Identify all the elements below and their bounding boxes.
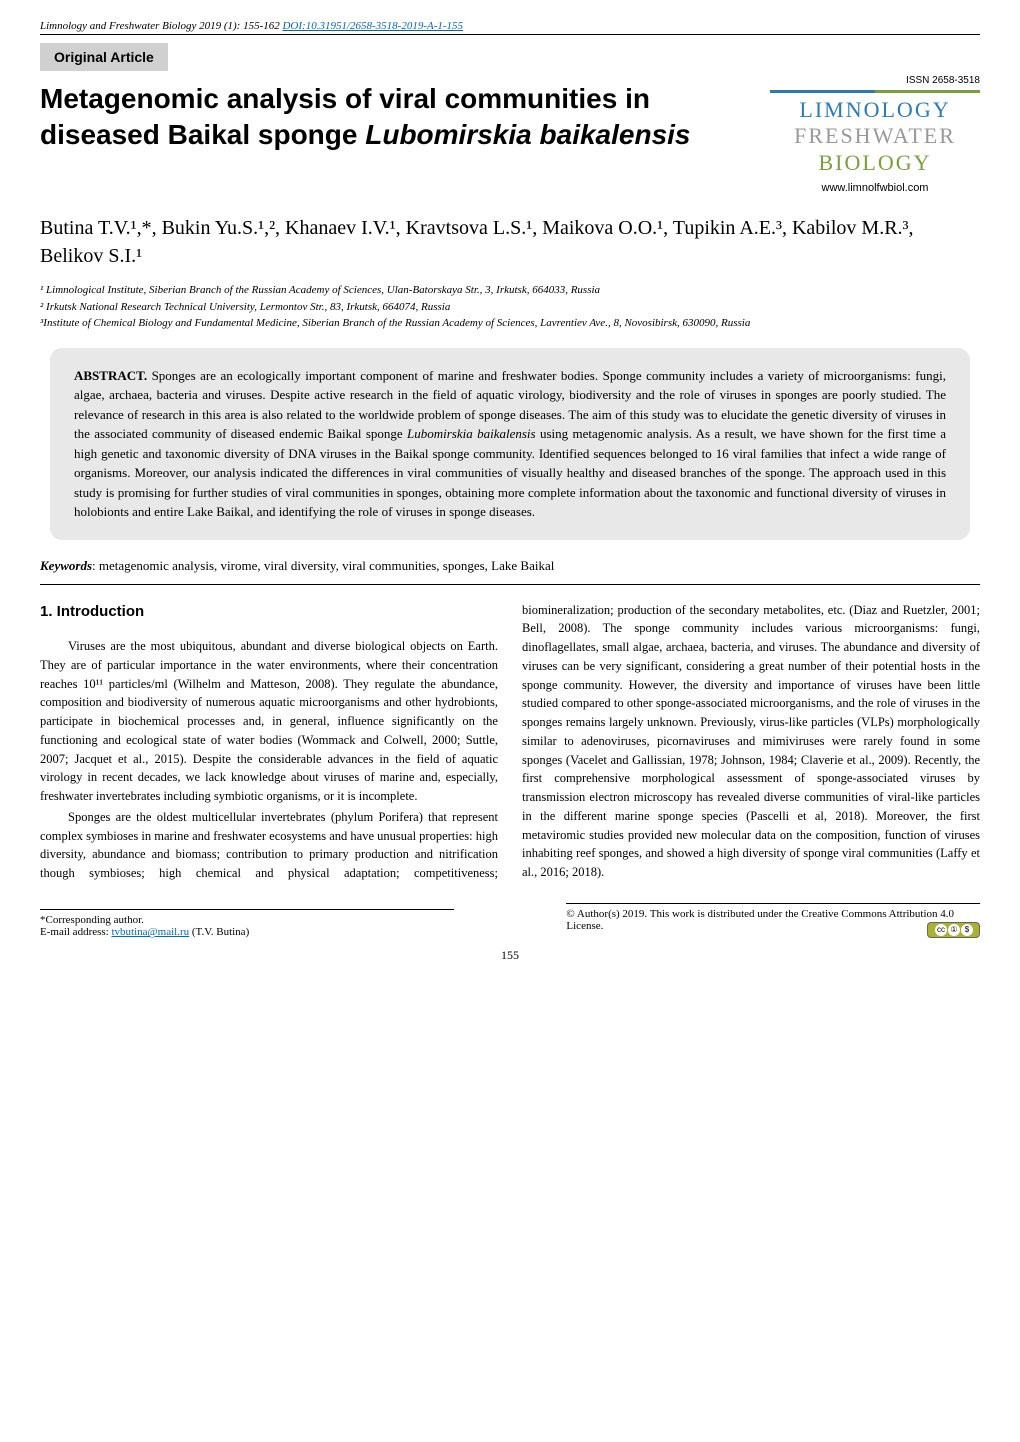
cc-icon: cc: [935, 924, 947, 936]
journal-logo: ISSN 2658-3518 LIMNOLOGY FRESHWATER BIOL…: [770, 75, 980, 194]
by-icon: ①: [948, 924, 960, 936]
cc-badge-icon: cc①$: [927, 922, 980, 938]
title-block: Metagenomic analysis of viral communitie…: [40, 75, 750, 154]
journal-ref: Limnology and Freshwater Biology 2019 (1…: [40, 20, 282, 32]
footer-right: © Author(s) 2019. This work is distribut…: [566, 903, 980, 938]
email-label: E-mail address:: [40, 926, 111, 938]
affiliation-2: ² Irkutsk National Research Technical Un…: [40, 299, 980, 316]
email-suffix: (T.V. Butina): [189, 926, 249, 938]
body-text: 1. Introduction Viruses are the most ubi…: [40, 601, 980, 884]
article-type-box: Original Article: [40, 43, 168, 71]
footer-left: *Corresponding author. E-mail address: t…: [40, 909, 454, 938]
divider: [40, 584, 980, 585]
logo-url: www.limnolfwbiol.com: [770, 182, 980, 194]
logo-line-1: LIMNOLOGY: [770, 97, 980, 123]
affiliation-3: ³Institute of Chemical Biology and Funda…: [40, 315, 980, 332]
issn-text: ISSN 2658-3518: [770, 75, 980, 86]
logo-line-3: BIOLOGY: [770, 150, 980, 176]
affiliation-1: ¹ Limnological Institute, Siberian Branc…: [40, 282, 980, 299]
page-number: 155: [40, 948, 980, 963]
section-heading-intro: 1. Introduction: [40, 601, 498, 624]
title-latin: Lubomirskia baikalensis: [365, 119, 690, 150]
email-link[interactable]: tvbutina@mail.ru: [111, 926, 189, 938]
doi-link[interactable]: DOI:10.31951/2658-3518-2019-A-1-155: [282, 20, 463, 32]
authors-line: Butina T.V.¹,*, Bukin Yu.S.¹,², Khanaev …: [40, 214, 980, 270]
logo-bar: [770, 90, 980, 93]
keywords-label: Keywords: [40, 558, 92, 573]
title-row: Metagenomic analysis of viral communitie…: [40, 75, 980, 194]
keywords-text: : metagenomic analysis, virome, viral di…: [92, 558, 554, 573]
logo-text: LIMNOLOGY FRESHWATER BIOLOGY: [770, 97, 980, 176]
license-text: © Author(s) 2019. This work is distribut…: [566, 908, 954, 932]
footer-row: *Corresponding author. E-mail address: t…: [40, 903, 980, 938]
logo-line-2: FRESHWATER: [770, 123, 980, 149]
affiliations: ¹ Limnological Institute, Siberian Branc…: [40, 282, 980, 332]
keywords-line: Keywords: metagenomic analysis, virome, …: [40, 558, 980, 574]
running-header: Limnology and Freshwater Biology 2019 (1…: [40, 20, 980, 35]
email-line: E-mail address: tvbutina@mail.ru (T.V. B…: [40, 926, 454, 938]
corresponding-label: *Corresponding author.: [40, 914, 454, 926]
abstract-box: ABSTRACT. Sponges are an ecologically im…: [50, 348, 970, 540]
paragraph-1: Viruses are the most ubiquitous, abundan…: [40, 637, 498, 806]
article-title: Metagenomic analysis of viral communitie…: [40, 81, 750, 154]
abstract-label: ABSTRACT.: [74, 368, 147, 383]
abstract-latin: Lubomirskia baikalensis: [407, 426, 536, 441]
nc-icon: $: [961, 924, 973, 936]
